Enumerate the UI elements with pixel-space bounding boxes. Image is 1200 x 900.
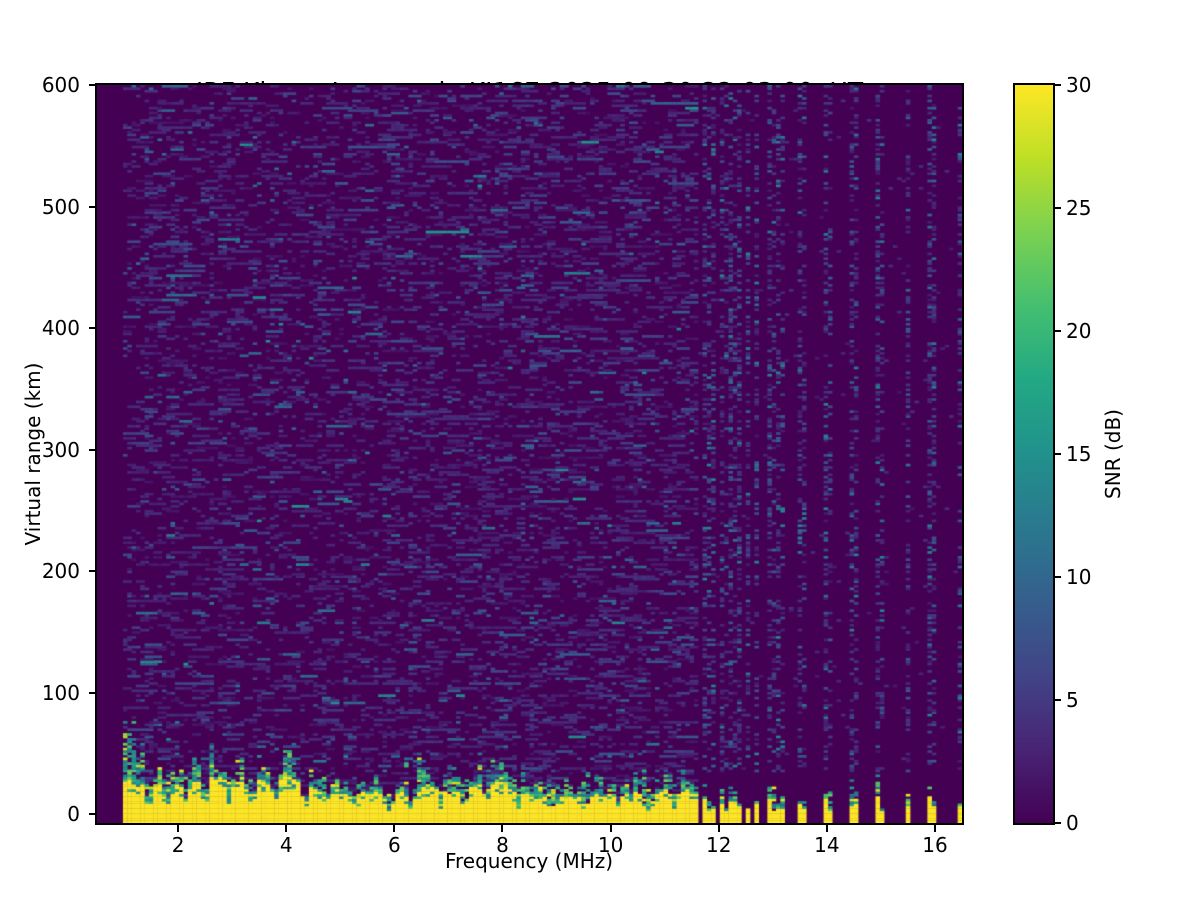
x-tick-label: 2: [171, 833, 185, 857]
colorbar-tick-mark: [1055, 822, 1061, 824]
y-tick-label: 300: [41, 437, 80, 462]
x-tick-mark: [285, 825, 288, 832]
x-tick-mark: [393, 825, 396, 832]
y-tick-label: 400: [41, 316, 80, 341]
y-tick-mark: [89, 327, 96, 330]
x-tick-label: 8: [496, 833, 509, 857]
x-tick-mark: [933, 825, 936, 832]
x-tick-label: 16: [922, 833, 948, 857]
y-tick-mark: [89, 84, 96, 86]
colorbar-tick-mark: [1055, 330, 1061, 332]
colorbar-tick-mark: [1055, 207, 1061, 209]
y-tick-mark: [89, 813, 96, 816]
y-tick-label: 0: [67, 802, 80, 827]
x-tick-label: 10: [597, 833, 624, 857]
colorbar-label: SNR (dB): [1101, 409, 1125, 499]
x-axis-label: Frequency (MHz): [444, 849, 614, 873]
x-tick-label: 6: [387, 833, 401, 857]
x-tick-mark: [609, 825, 612, 832]
x-tick-label: 12: [705, 833, 732, 857]
y-tick-label: 100: [41, 680, 80, 705]
colorbar-tick-mark: [1055, 576, 1061, 578]
colorbar-tick-label: 25: [1066, 196, 1092, 220]
y-tick-mark: [89, 570, 96, 573]
ionogram-heatmap: [95, 83, 964, 825]
colorbar-tick-label: 20: [1066, 319, 1092, 343]
colorbar-tick-label: 0: [1066, 811, 1079, 835]
colorbar-tick-label: 30: [1066, 73, 1092, 97]
y-axis-label: Virtual range (km): [21, 362, 45, 546]
x-tick-mark: [825, 825, 828, 832]
colorbar-tick-mark: [1055, 84, 1061, 86]
x-tick-label: 14: [814, 833, 840, 857]
y-tick-mark: [89, 691, 96, 694]
x-tick-mark: [717, 825, 720, 832]
x-tick-mark: [177, 825, 180, 832]
y-tick-label: 500: [41, 194, 80, 219]
x-tick-mark: [501, 825, 504, 832]
colorbar-tick-label: 15: [1066, 442, 1092, 466]
colorbar-tick-label: 10: [1066, 565, 1092, 589]
y-tick-mark: [89, 448, 96, 451]
colorbar-tick-mark: [1055, 699, 1061, 701]
y-tick-mark: [89, 205, 96, 208]
colorbar: [1013, 83, 1055, 825]
colorbar-tick-mark: [1055, 453, 1061, 455]
y-tick-label: 200: [41, 559, 80, 584]
x-tick-label: 4: [279, 833, 293, 857]
colorbar-tick-label: 5: [1066, 688, 1079, 712]
y-tick-label: 600: [41, 73, 80, 97]
